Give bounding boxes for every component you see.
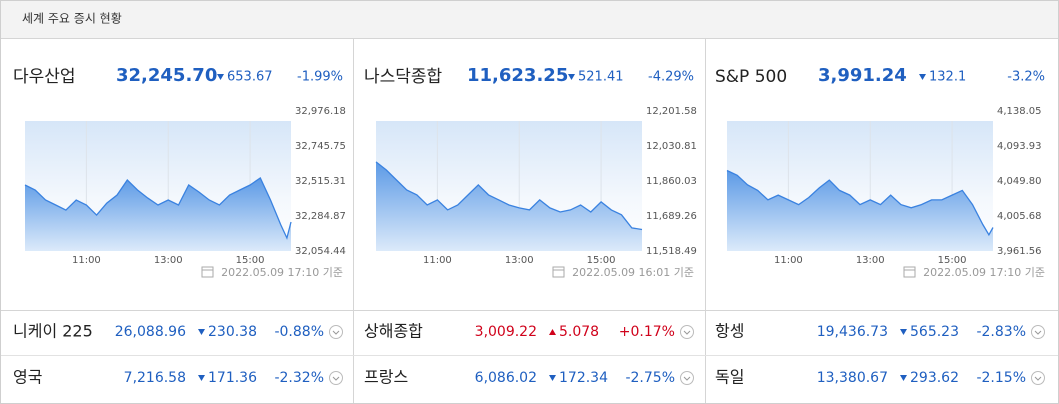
expand-chevron [332,376,340,381]
calendar-icon [201,266,214,278]
expand-chevron [683,376,691,381]
y-tick-label: 3,961.56 [997,246,1042,257]
index-price: 6,086.02 [475,370,537,386]
x-tick-label: 15:00 [587,255,616,266]
y-tick-label: 12,030.81 [646,141,697,152]
up-triangle [549,329,556,335]
index-name: 상해종합 [364,322,423,341]
y-tick-label: 4,049.80 [997,176,1042,187]
index-name: S&P 500 [715,67,787,87]
y-tick-label: 4,138.05 [997,106,1042,117]
expand-button[interactable] [680,325,694,339]
down-triangle [900,329,907,335]
timestamp: 2022.05.09 16:01 기준 [572,266,694,279]
index-change: 172.34 [559,370,608,386]
x-tick-label: 13:00 [856,255,885,266]
expand-button[interactable] [1031,371,1045,385]
index-name: 프랑스 [364,368,408,387]
x-tick-label: 11:00 [774,255,803,266]
index-name: 독일 [715,368,744,387]
y-tick-label: 11,689.26 [646,211,697,222]
down-triangle [919,74,926,80]
x-tick-label: 11:00 [72,255,101,266]
line [726,169,994,237]
timestamp: 2022.05.09 17:10 기준 [923,266,1045,279]
area [25,178,291,251]
expand-chevron [1034,330,1042,335]
y-tick-label: 32,515.31 [295,176,346,187]
y-tick-label: 32,054.44 [295,246,346,257]
index-change-pct: -2.15% [976,370,1026,386]
down-triangle [198,329,205,335]
down-triangle [568,74,575,80]
calendar-icon [552,266,565,278]
y-tick-label: 12,201.58 [646,106,697,117]
calendar-icon [903,266,916,278]
x-tick-label: 13:00 [154,255,183,266]
down-triangle [198,375,205,381]
index-name: 다우산업 [13,67,76,87]
index-name: 영국 [13,368,42,387]
header-title: 세계 주요 증시 현황 [22,12,122,26]
index-change-pct: -2.32% [274,370,324,386]
index-price: 32,245.70 [116,65,217,86]
index-price: 7,216.58 [124,370,186,386]
index-name: 니케이 225 [13,322,93,341]
y-tick-label: 4,093.93 [997,141,1042,152]
index-change: 653.67 [227,70,273,85]
x-tick-label: 15:00 [236,255,265,266]
index-change: 5.078 [559,324,599,340]
index-name: 나스닥종합 [364,67,443,87]
index-change: 293.62 [910,370,959,386]
x-tick-label: 11:00 [423,255,452,266]
index-price: 19,436.73 [817,324,888,340]
expand-button[interactable] [1031,325,1045,339]
area [727,170,993,251]
index-change-pct: -2.75% [625,370,675,386]
index-price: 11,623.25 [467,65,568,86]
y-tick-label: 4,005.68 [997,211,1042,222]
area [376,161,642,251]
index-change-pct: +0.17% [619,324,675,340]
index-change: 521.41 [578,70,624,85]
expand-button[interactable] [329,371,343,385]
line [375,161,643,231]
y-tick-label: 32,745.75 [295,141,346,152]
expand-chevron [683,330,691,335]
index-change-pct: -4.29% [648,70,694,85]
index-price: 3,991.24 [818,65,907,86]
x-tick-label: 15:00 [938,255,967,266]
expand-chevron [1034,376,1042,381]
y-tick-label: 11,860.03 [646,176,697,187]
expand-button[interactable] [329,325,343,339]
expand-chevron [332,330,340,335]
y-tick-label: 32,976.18 [295,106,346,117]
down-triangle [900,375,907,381]
down-triangle [549,375,556,381]
index-change-pct: -0.88% [274,324,324,340]
y-tick-label: 32,284.87 [295,211,346,222]
index-price: 13,380.67 [817,370,888,386]
index-change-pct: -3.2% [1007,70,1045,85]
x-tick-label: 13:00 [505,255,534,266]
index-price: 3,009.22 [475,324,537,340]
index-change: 171.36 [208,370,257,386]
timestamp: 2022.05.09 17:10 기준 [221,266,343,279]
index-change-pct: -2.83% [976,324,1026,340]
header-bar [1,1,1058,38]
index-name: 항셍 [715,322,744,341]
index-change: 230.38 [208,324,257,340]
y-tick-label: 11,518.49 [646,246,697,257]
index-change: 565.23 [910,324,959,340]
expand-button[interactable] [680,371,694,385]
line [24,177,292,240]
down-triangle [217,74,224,80]
index-price: 26,088.96 [115,324,186,340]
index-change: 132.1 [929,70,966,85]
index-change-pct: -1.99% [297,70,343,85]
